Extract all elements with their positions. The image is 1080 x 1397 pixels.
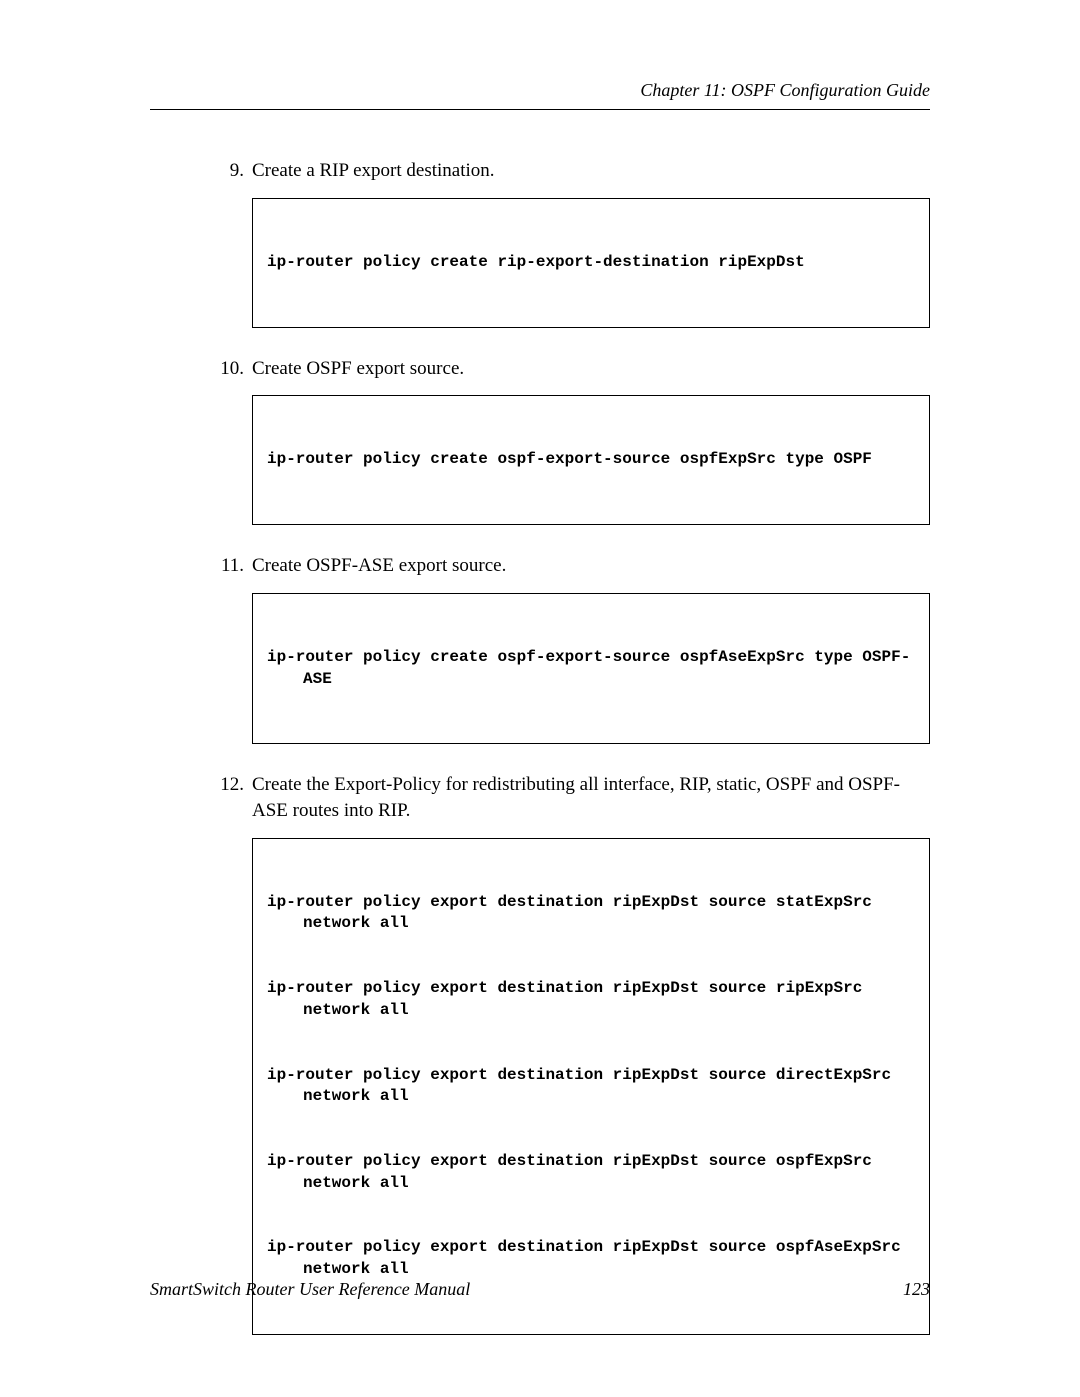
code-line: ip-router policy export destination ripE…	[267, 1065, 915, 1108]
code-line: ip-router policy create rip-export-desti…	[267, 252, 915, 274]
step-10: Create OSPF export source. ip-router pol…	[210, 356, 930, 526]
running-head: Chapter 11: OSPF Configuration Guide	[150, 80, 930, 110]
code-line: ip-router policy create ospf-export-sour…	[267, 647, 915, 690]
code-block: ip-router policy create rip-export-desti…	[252, 198, 930, 328]
content-area: Create a RIP export destination. ip-rout…	[150, 158, 930, 1335]
code-block: ip-router policy create ospf-export-sour…	[252, 395, 930, 525]
step-12: Create the Export-Policy for redistribut…	[210, 772, 930, 1334]
code-block: ip-router policy export destination ripE…	[252, 838, 930, 1335]
step-text: Create a RIP export destination.	[252, 160, 495, 181]
step-text: Create OSPF-ASE export source.	[252, 555, 506, 576]
step-text: Create the Export-Policy for redistribut…	[252, 774, 900, 821]
code-line: ip-router policy export destination ripE…	[267, 892, 915, 935]
page: Chapter 11: OSPF Configuration Guide Cre…	[150, 80, 930, 1300]
code-line: ip-router policy export destination ripE…	[267, 1237, 915, 1280]
step-11: Create OSPF-ASE export source. ip-router…	[210, 553, 930, 744]
manual-title: SmartSwitch Router User Reference Manual	[150, 1279, 470, 1300]
ordered-steps: Create a RIP export destination. ip-rout…	[210, 158, 930, 1335]
page-number: 123	[903, 1279, 930, 1300]
step-text: Create OSPF export source.	[252, 358, 464, 379]
step-9: Create a RIP export destination. ip-rout…	[210, 158, 930, 328]
page-footer: SmartSwitch Router User Reference Manual…	[150, 1279, 930, 1300]
code-block: ip-router policy create ospf-export-sour…	[252, 593, 930, 745]
code-line: ip-router policy create ospf-export-sour…	[267, 449, 915, 471]
code-line: ip-router policy export destination ripE…	[267, 978, 915, 1021]
code-line: ip-router policy export destination ripE…	[267, 1151, 915, 1194]
